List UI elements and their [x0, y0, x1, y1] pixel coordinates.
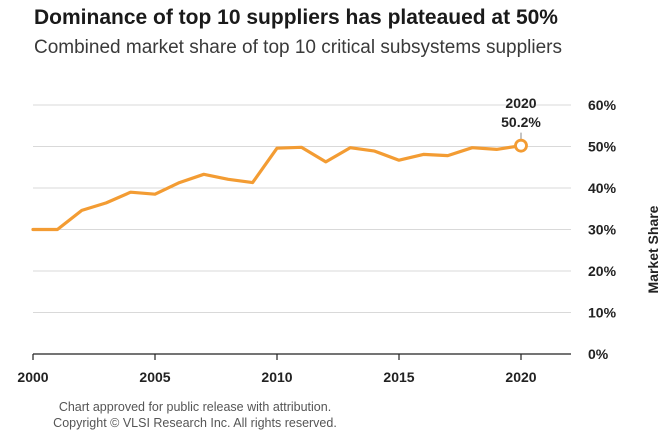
data-point-2006 — [178, 181, 181, 184]
data-point-2002 — [80, 209, 83, 212]
annotation-year-label: 2020 — [505, 95, 536, 111]
x-axis-ticks: 2000 2005 2010 2015 2020 — [17, 354, 537, 385]
data-point-2004 — [129, 191, 132, 194]
data-point-2018 — [471, 146, 474, 149]
annotation-marker — [514, 138, 528, 153]
y-tick-label: 20% — [588, 263, 617, 279]
data-point-2015 — [398, 159, 401, 162]
chart-title: Dominance of top 10 suppliers has platea… — [34, 6, 558, 29]
data-point-2011 — [300, 146, 303, 149]
annotation-value-label: 50.2% — [501, 114, 541, 130]
x-tick-label: 2005 — [139, 369, 170, 385]
chart-subtitle: Combined market share of top 10 critical… — [34, 37, 563, 58]
footer-attribution: Chart approved for public release with a… — [58, 400, 332, 414]
data-point-2007 — [202, 173, 205, 176]
y-tick-label: 0% — [588, 346, 609, 362]
annotation: 2020 50.2% — [501, 95, 541, 153]
data-point-2000 — [32, 228, 35, 231]
data-point-2010 — [276, 147, 279, 150]
data-point-2001 — [56, 228, 59, 231]
y-axis-tick-labels: 0% 10% 20% 30% 40% 50% 60% — [588, 97, 617, 362]
data-point-2014 — [373, 150, 376, 153]
x-tick-label: 2020 — [505, 369, 536, 385]
x-tick-label: 2010 — [261, 369, 292, 385]
series-line — [31, 144, 523, 232]
data-point-2009 — [251, 181, 254, 184]
x-tick-label: 2000 — [17, 369, 48, 385]
data-point-2005 — [154, 193, 157, 196]
y-tick-label: 40% — [588, 180, 617, 196]
footer-copyright: Copyright © VLSI Research Inc. All right… — [53, 416, 337, 430]
data-point-2003 — [105, 201, 108, 204]
data-point-2013 — [349, 146, 352, 149]
y-tick-label: 60% — [588, 97, 617, 113]
data-point-2008 — [227, 178, 230, 181]
y-tick-label: 10% — [588, 305, 617, 321]
y-tick-label: 30% — [588, 222, 617, 238]
y-axis-label: Market Share — [645, 205, 661, 293]
x-tick-label: 2015 — [383, 369, 414, 385]
y-tick-label: 50% — [588, 139, 617, 155]
data-point-2017 — [446, 154, 449, 157]
data-point-2019 — [495, 148, 498, 151]
data-point-2016 — [422, 153, 425, 156]
gridlines — [33, 104, 571, 313]
data-point-2012 — [324, 160, 327, 163]
